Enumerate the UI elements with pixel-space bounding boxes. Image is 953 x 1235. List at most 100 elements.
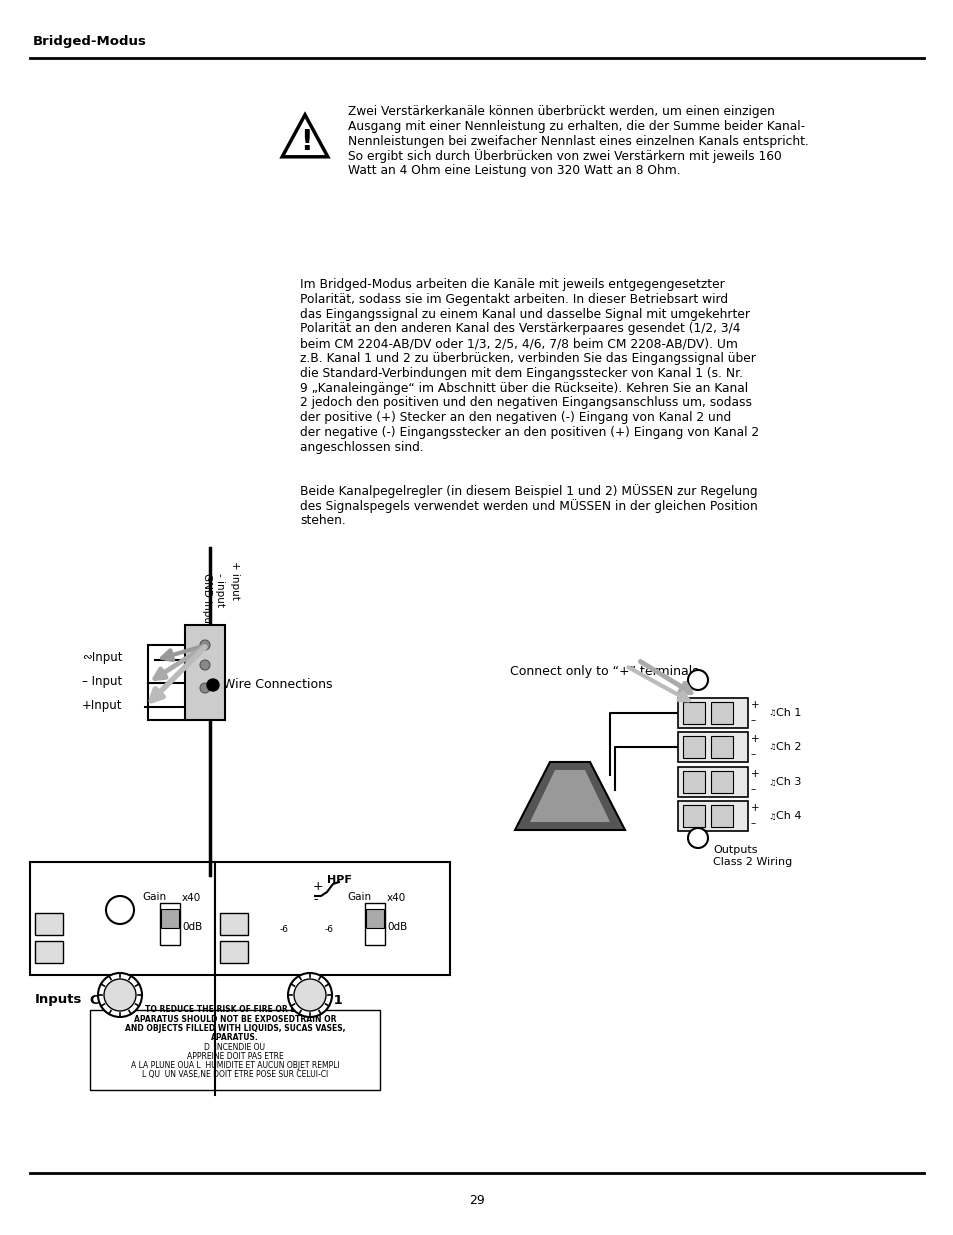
Circle shape — [687, 671, 707, 690]
Text: der negative (-) Eingangsstecker an den positiven (+) Eingang von Kanal 2: der negative (-) Eingangsstecker an den … — [299, 426, 759, 438]
Text: -6: -6 — [280, 925, 289, 935]
Text: A LA PLUNE OUA L  HUMIDITE ET AUCUN OBJET REMPLI: A LA PLUNE OUA L HUMIDITE ET AUCUN OBJET… — [131, 1061, 339, 1070]
Text: der positive (+) Stecker an den negativen (-) Eingang von Kanal 2 und: der positive (+) Stecker an den negative… — [299, 411, 731, 424]
Circle shape — [200, 640, 210, 650]
Text: 0dB: 0dB — [182, 923, 202, 932]
Text: Zwei Verstärkerkanäle können überbrückt werden, um einen einzigen: Zwei Verstärkerkanäle können überbrückt … — [348, 105, 774, 119]
Text: 0dB: 0dB — [124, 1019, 144, 1029]
Text: – Input: – Input — [82, 674, 122, 688]
Bar — [148, 645, 190, 720]
Bar — [220, 913, 248, 935]
Text: Ch 2: Ch 2 — [775, 742, 801, 752]
Bar — [366, 909, 384, 929]
Text: Wire Connections: Wire Connections — [223, 678, 333, 692]
Text: Ch 2: Ch 2 — [90, 993, 123, 1007]
Bar — [710, 701, 732, 724]
Text: Inputs: Inputs — [35, 993, 82, 1007]
Circle shape — [98, 973, 142, 1016]
Text: ♫: ♫ — [767, 709, 775, 718]
Text: -∞: -∞ — [100, 1019, 112, 1029]
Text: Watt an 4 Ohm eine Leistung von 320 Watt an 8 Ohm.: Watt an 4 Ohm eine Leistung von 320 Watt… — [348, 164, 679, 177]
Bar — [682, 771, 704, 793]
Bar — [710, 771, 732, 793]
Circle shape — [207, 679, 219, 692]
Text: des Signalspegels verwendet werden und MÜSSEN in der gleichen Position: des Signalspegels verwendet werden und M… — [299, 499, 757, 513]
Text: Ausgang mit einer Nennleistung zu erhalten, die der Summe beider Kanal-: Ausgang mit einer Nennleistung zu erhalt… — [348, 120, 804, 133]
Text: ♫: ♫ — [767, 811, 775, 820]
Bar — [710, 736, 732, 758]
Text: +: + — [750, 769, 759, 779]
Text: ∾Input: ∾Input — [82, 652, 122, 664]
Text: x40: x40 — [387, 893, 406, 903]
Text: APPREINE DOIT PAS ETRE: APPREINE DOIT PAS ETRE — [187, 1052, 283, 1061]
Text: die Standard-Verbindungen mit dem Eingangsstecker von Kanal 1 (s. Nr.: die Standard-Verbindungen mit dem Eingan… — [299, 367, 742, 380]
Text: L QU  UN VASE,NE DOIT ETRE POSE SUR CELUI-CI: L QU UN VASE,NE DOIT ETRE POSE SUR CELUI… — [142, 1070, 328, 1079]
Text: AND OBJECTS FILLED WITH LIQUIDS, SUCAS VASES,: AND OBJECTS FILLED WITH LIQUIDS, SUCAS V… — [125, 1024, 345, 1032]
Bar — [678, 767, 747, 797]
Bar — [678, 732, 747, 762]
Bar — [161, 909, 179, 929]
Text: Ch 4: Ch 4 — [775, 811, 801, 821]
Bar — [682, 736, 704, 758]
Text: ⊕: ⊕ — [692, 831, 703, 845]
Text: +Input: +Input — [82, 699, 122, 713]
Text: –: – — [750, 748, 756, 760]
Text: Ch 1: Ch 1 — [310, 993, 342, 1007]
Text: Connect only to “+” terminals: Connect only to “+” terminals — [510, 664, 698, 678]
Text: Speaker: Speaker — [545, 795, 594, 809]
Text: ⊕: ⊕ — [692, 673, 703, 687]
Text: Gain: Gain — [347, 892, 371, 902]
Bar — [35, 913, 63, 935]
Text: APARATUS.: APARATUS. — [211, 1034, 258, 1042]
Bar — [214, 862, 450, 974]
Text: Polarität an den anderen Kanal des Verstärkerpaares gesendet (1/2, 3/4: Polarität an den anderen Kanal des Verst… — [299, 322, 740, 336]
Text: So ergibt sich durch Überbrücken von zwei Verstärkern mit jeweils 160: So ergibt sich durch Überbrücken von zwe… — [348, 149, 781, 163]
Bar — [682, 805, 704, 827]
Text: !: ! — [299, 128, 312, 156]
Polygon shape — [515, 762, 624, 830]
Bar — [30, 862, 214, 974]
Text: ♫: ♫ — [767, 742, 775, 752]
Bar — [90, 1010, 379, 1091]
Text: beim CM 2204-AB/DV oder 1/3, 2/5, 4/6, 7/8 beim CM 2208-AB/DV). Um: beim CM 2204-AB/DV oder 1/3, 2/5, 4/6, 7… — [299, 337, 737, 351]
Text: 0dB: 0dB — [314, 1019, 334, 1029]
Text: +: + — [750, 803, 759, 813]
Bar — [220, 941, 248, 963]
Circle shape — [687, 827, 707, 848]
Bar — [35, 941, 63, 963]
Text: ⊕: ⊕ — [113, 903, 126, 918]
Text: Nennleistungen bei zweifacher Nennlast eines einzelnen Kanals entspricht.: Nennleistungen bei zweifacher Nennlast e… — [348, 135, 808, 148]
Text: Polarität, sodass sie im Gegentakt arbeiten. In dieser Betriebsart wird: Polarität, sodass sie im Gegentakt arbei… — [299, 293, 727, 306]
Text: +: + — [750, 734, 759, 743]
Text: -: - — [313, 893, 317, 906]
Text: - input: - input — [214, 573, 225, 606]
Text: Beide Kanalpegelregler (in diesem Beispiel 1 und 2) MÜSSEN zur Regelung: Beide Kanalpegelregler (in diesem Beispi… — [299, 484, 757, 498]
Bar — [678, 698, 747, 727]
Text: 29: 29 — [469, 1193, 484, 1207]
Text: 0dB: 0dB — [387, 923, 407, 932]
Circle shape — [288, 973, 332, 1016]
Text: Im Bridged-Modus arbeiten die Kanäle mit jeweils entgegengesetzter: Im Bridged-Modus arbeiten die Kanäle mit… — [299, 278, 724, 291]
Polygon shape — [530, 769, 609, 823]
Text: 9 „Kanaleingänge“ im Abschnitt über die Rückseite). Kehren Sie an Kanal: 9 „Kanaleingänge“ im Abschnitt über die … — [299, 382, 747, 395]
Bar — [365, 903, 385, 945]
Text: angeschlossen sind.: angeschlossen sind. — [299, 441, 423, 453]
Text: das Eingangssignal zu einem Kanal und dasselbe Signal mit umgekehrter: das Eingangssignal zu einem Kanal und da… — [299, 308, 749, 321]
Text: +: + — [313, 879, 323, 893]
Bar — [185, 625, 225, 720]
Text: D  INCENDIE OU: D INCENDIE OU — [204, 1044, 265, 1052]
Text: -∞: -∞ — [290, 1019, 302, 1029]
Text: Outputs
Class 2 Wiring: Outputs Class 2 Wiring — [712, 845, 791, 867]
Text: APARATUS SHOULD NOT BE EXPOSEDTRAIN OR: APARATUS SHOULD NOT BE EXPOSEDTRAIN OR — [133, 1014, 335, 1024]
Text: TO REDUCE THE RISK OF FIRE OR ELECTRI: TO REDUCE THE RISK OF FIRE OR ELECTRI — [145, 1005, 325, 1014]
Text: GND input: GND input — [202, 573, 212, 627]
Text: HPF: HPF — [327, 876, 352, 885]
Text: –: – — [750, 784, 756, 794]
Text: + input: + input — [230, 561, 240, 599]
Bar — [710, 805, 732, 827]
Bar — [678, 802, 747, 831]
Circle shape — [106, 897, 133, 924]
Text: +: + — [750, 700, 759, 710]
Text: ♫: ♫ — [767, 778, 775, 787]
Text: x40: x40 — [182, 893, 201, 903]
